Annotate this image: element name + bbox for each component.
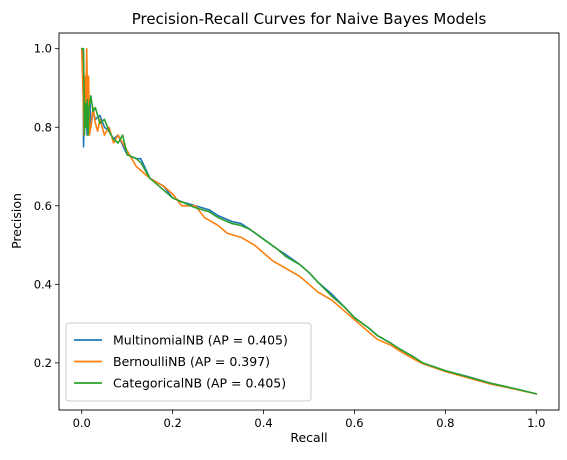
x-axis-ticks: 0.0 0.2 0.4 0.6 0.8 1.0 (73, 410, 545, 430)
legend-label-2: BernoulliNB (AP = 0.397) (113, 354, 270, 369)
y-tick-label: 0.2 (34, 356, 52, 370)
x-tick-label: 0.6 (345, 416, 363, 430)
legend-label-3: CategoricalNB (AP = 0.405) (113, 376, 286, 391)
y-tick-label: 1.0 (34, 42, 52, 56)
y-tick-label: 0.6 (34, 199, 52, 213)
x-tick-label: 0.2 (163, 416, 181, 430)
y-axis-label: Precision (9, 193, 24, 249)
x-tick-label: 0.4 (254, 416, 272, 430)
y-tick-label: 0.4 (34, 277, 52, 291)
y-tick-label: 0.8 (34, 120, 52, 134)
y-axis-ticks: 0.2 0.4 0.6 0.8 1.0 (34, 42, 59, 370)
chart-title: Precision-Recall Curves for Naive Bayes … (132, 10, 487, 28)
x-tick-label: 0.0 (73, 416, 91, 430)
series-line-2 (80, 47, 538, 395)
legend-box (65, 322, 312, 402)
x-axis-label: Recall (290, 430, 327, 445)
series-lines (80, 47, 538, 395)
legend-entries: MultinomialNB (AP = 0.405) BernoulliNB (A… (74, 333, 288, 391)
legend-label-1: MultinomialNB (AP = 0.405) (113, 333, 288, 348)
x-tick-label: 0.8 (436, 416, 454, 430)
plot-frame (58, 32, 560, 411)
legend: MultinomialNB (AP = 0.405) BernoulliNB (A… (65, 322, 312, 402)
x-tick-label: 1.0 (527, 416, 545, 430)
series-line-3 (80, 47, 538, 395)
